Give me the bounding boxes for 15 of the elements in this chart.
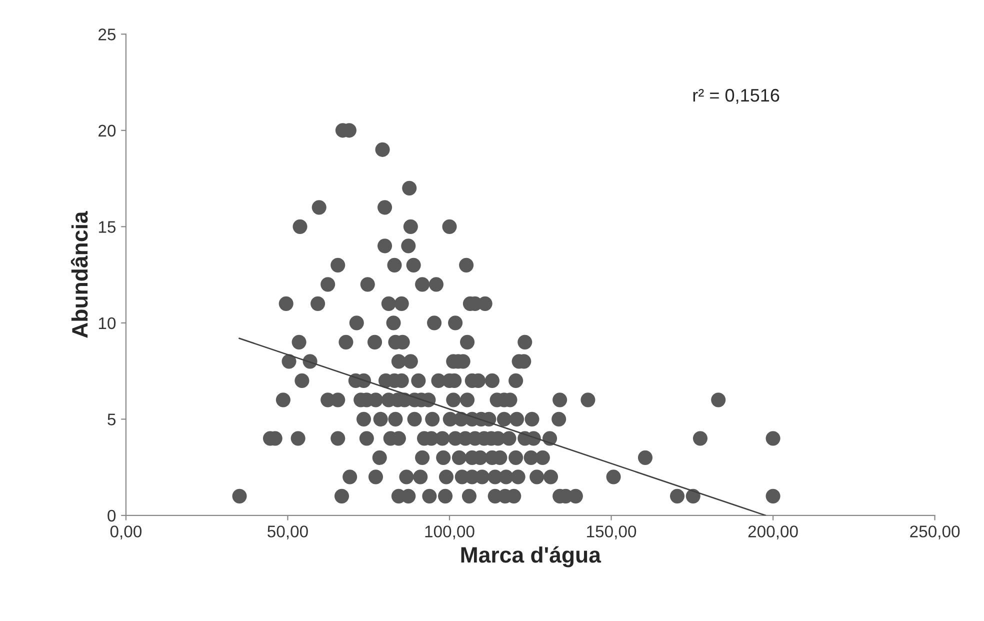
x-axis-title: Marca d'água xyxy=(461,546,602,568)
x-tick-label: 150,00 xyxy=(587,526,636,540)
y-tick-label: 20 xyxy=(98,124,116,137)
y-tick-label: 10 xyxy=(98,317,116,330)
x-tick-label: 0,00 xyxy=(110,526,142,540)
y-tick-label: 0 xyxy=(108,510,116,522)
x-tick-label: 200,00 xyxy=(748,526,798,540)
y-axis-title: Abundância xyxy=(70,211,88,338)
annotation: r² = 0,1516 xyxy=(693,88,780,104)
x-tick-label: 50,00 xyxy=(268,526,308,540)
y-tick-label: 25 xyxy=(98,28,116,40)
y-tick-label: 15 xyxy=(98,221,116,233)
x-tick-label: 250,00 xyxy=(910,526,960,540)
x-tick-label: 100,00 xyxy=(425,526,474,540)
y-tick-label: 5 xyxy=(108,414,116,426)
